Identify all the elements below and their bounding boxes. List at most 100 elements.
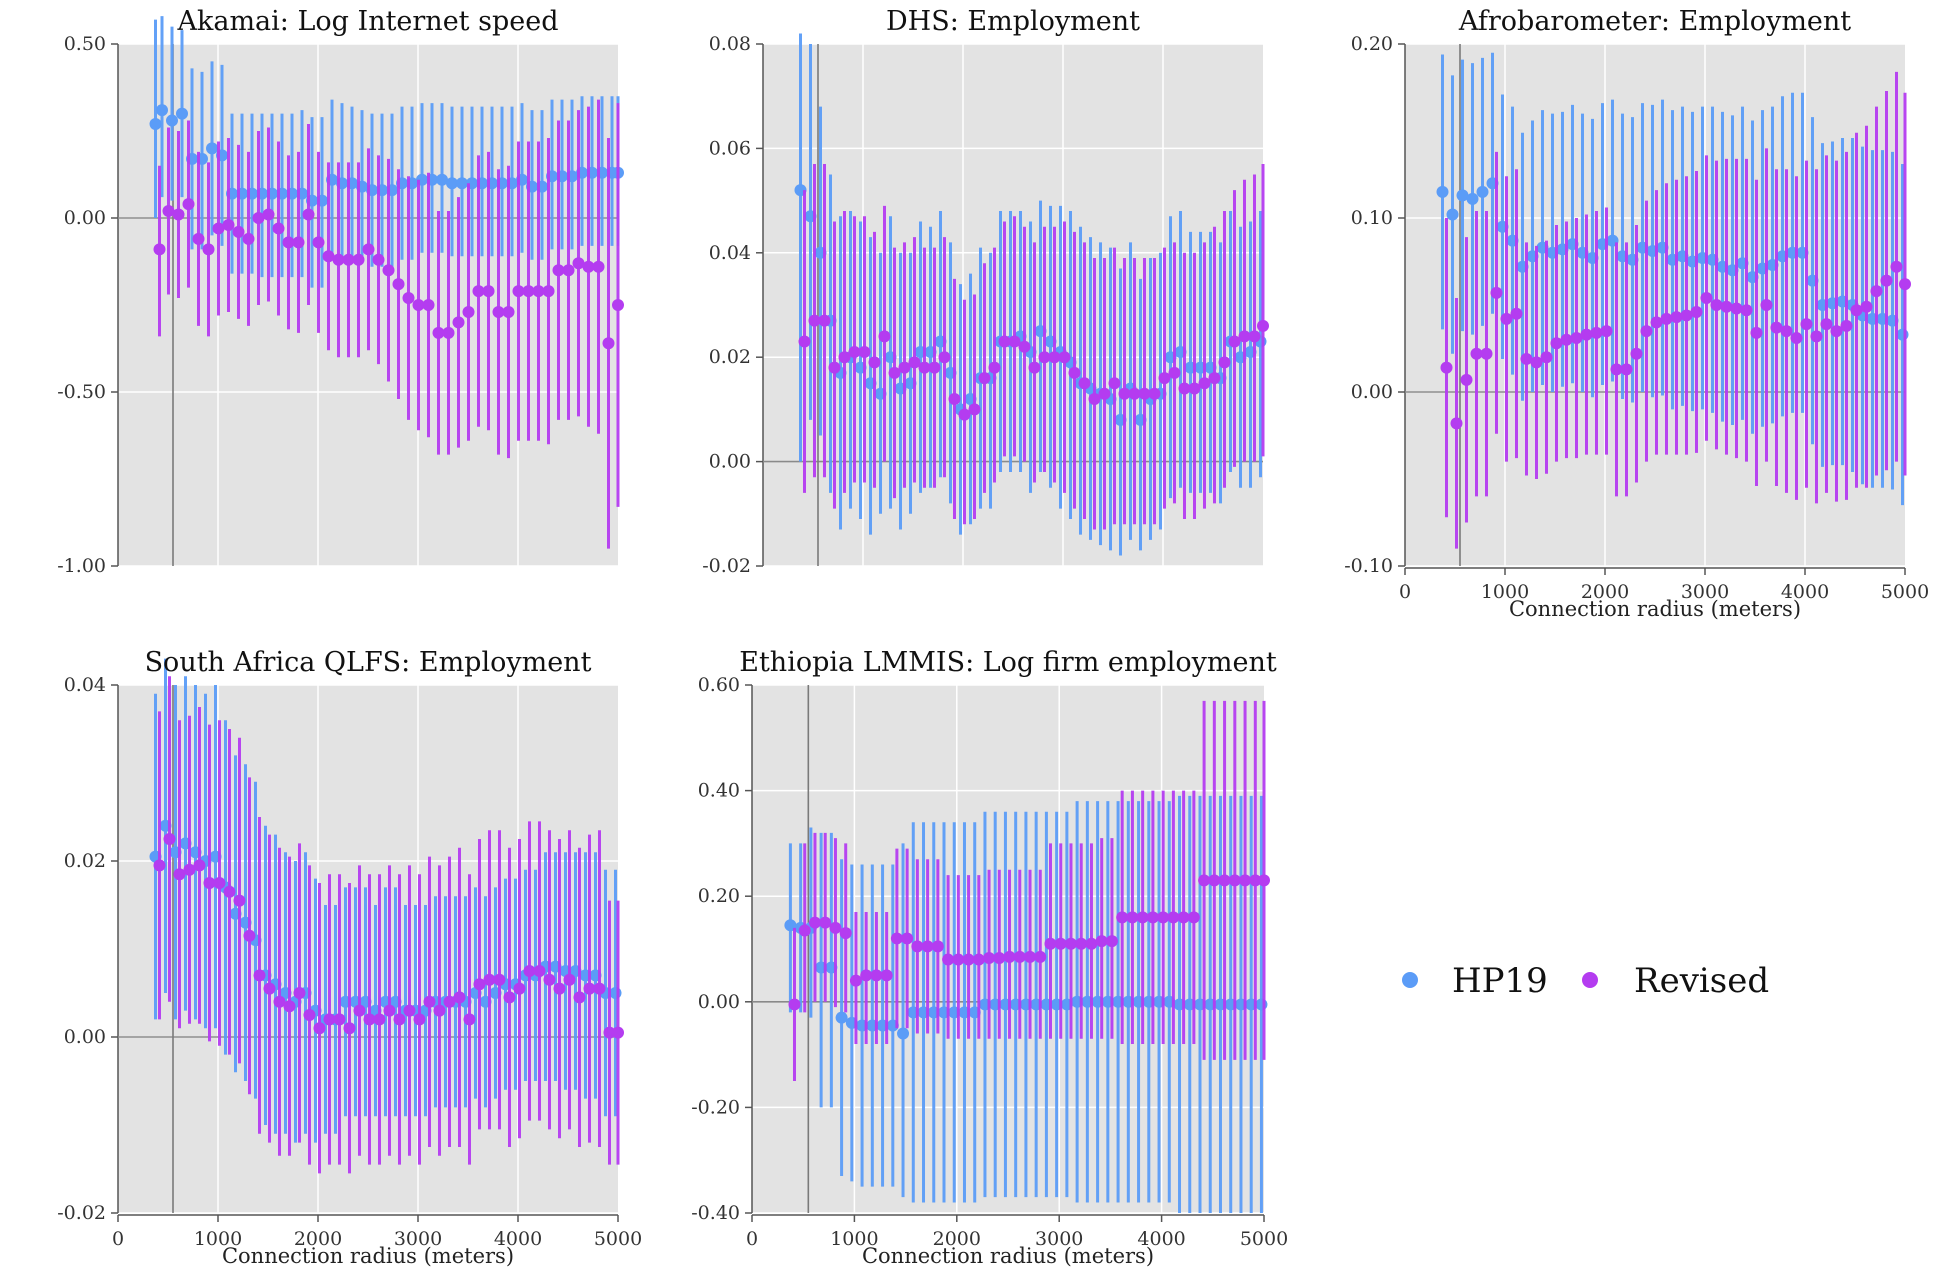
data-point <box>1780 325 1793 338</box>
data-point <box>1670 311 1683 324</box>
data-point <box>1630 347 1643 360</box>
data-point <box>1249 874 1262 887</box>
data-point <box>1116 911 1129 924</box>
data-point <box>173 868 186 881</box>
x-tick-label: 2000 <box>933 1228 981 1250</box>
data-point <box>233 894 246 907</box>
data-point <box>422 299 435 311</box>
data-point <box>952 953 965 966</box>
data-point <box>493 973 506 986</box>
data-point <box>1740 304 1753 317</box>
data-point <box>1456 189 1469 202</box>
data-point <box>433 1004 446 1017</box>
data-point <box>582 260 595 273</box>
x-tick-label: 0 <box>112 1228 124 1250</box>
y-tick-label: -0.50 <box>57 381 106 403</box>
data-point <box>149 118 162 131</box>
data-point <box>513 982 526 995</box>
data-point <box>182 198 195 211</box>
chart-panel-3: 0.20 0.10 0.00 -0.10 Afrobarometer: Employme… <box>1344 6 1929 621</box>
data-point <box>302 208 315 221</box>
x-tick-label: 4000 <box>1137 1228 1185 1250</box>
data-point <box>552 264 565 277</box>
x-tick-label: 0 <box>746 1228 758 1250</box>
data-point <box>1018 340 1031 353</box>
data-point <box>303 1009 316 1021</box>
data-point <box>1008 335 1021 348</box>
x-tick-label: 1000 <box>830 1228 878 1250</box>
data-point <box>166 114 178 127</box>
data-point <box>798 335 811 348</box>
data-point <box>1095 935 1108 948</box>
data-point <box>442 326 455 339</box>
x-axis-label: Connection radius (meters) <box>1509 597 1801 621</box>
data-point <box>1198 377 1211 390</box>
series-revised <box>788 700 1270 1081</box>
data-point <box>808 314 821 327</box>
data-point <box>918 361 931 374</box>
data-point <box>1258 874 1270 887</box>
data-point <box>921 940 934 953</box>
data-point <box>213 877 226 889</box>
data-point <box>1880 274 1893 287</box>
y-tick-label: -0.10 <box>1344 555 1393 577</box>
data-point <box>263 982 276 995</box>
x-tick-label: 3000 <box>1681 581 1729 603</box>
data-point <box>573 991 586 1004</box>
data-point <box>333 1013 346 1026</box>
data-point <box>1168 366 1181 379</box>
data-point <box>878 330 891 343</box>
data-point <box>1570 332 1583 345</box>
legend-marker-revised <box>1582 972 1598 988</box>
data-point <box>462 305 475 318</box>
data-point <box>463 1013 476 1026</box>
data-point <box>1239 874 1252 887</box>
data-point <box>172 208 185 221</box>
y-tick-label: 0.02 <box>64 850 106 872</box>
chart-title: Afrobarometer: Employment <box>1458 6 1851 37</box>
x-tick-label: 4000 <box>1781 581 1829 603</box>
data-point <box>423 995 436 1008</box>
data-point <box>962 953 975 966</box>
y-tick-label: 0.10 <box>1351 207 1393 229</box>
data-point <box>1500 312 1513 325</box>
data-point <box>908 356 921 369</box>
data-point <box>612 1026 624 1039</box>
data-point <box>512 285 525 298</box>
data-point <box>1126 911 1139 924</box>
data-point <box>1466 192 1479 205</box>
data-point <box>162 205 175 218</box>
data-point <box>1068 366 1081 379</box>
data-point <box>838 351 851 364</box>
data-point <box>492 305 505 318</box>
data-point <box>1450 417 1463 430</box>
data-point <box>283 1000 296 1013</box>
data-point <box>993 951 1006 964</box>
data-point <box>412 299 425 311</box>
data-point <box>1257 319 1269 332</box>
data-point <box>1820 318 1833 331</box>
x-tick-label: 3000 <box>394 1228 442 1250</box>
y-tick-label: 0.00 <box>1351 381 1393 403</box>
series-revised <box>153 676 624 1174</box>
data-point <box>1710 299 1723 311</box>
data-point <box>898 361 911 374</box>
data-point <box>1580 328 1593 341</box>
data-point <box>931 940 944 953</box>
y-tick-label: 0.00 <box>64 1026 106 1048</box>
chart-panel-2: 0.08 0.06 0.04 0.02 0.00 -0.02 DHS: Employment <box>702 6 1269 577</box>
y-tick-label: 0.00 <box>64 207 106 229</box>
data-point <box>1064 937 1077 950</box>
data-point <box>948 392 961 405</box>
data-point <box>156 104 168 117</box>
data-point <box>382 264 395 277</box>
data-point <box>503 991 516 1004</box>
data-point <box>1680 309 1693 322</box>
data-point <box>453 991 466 1004</box>
data-point <box>372 253 385 266</box>
x-tick-label: 2000 <box>1581 581 1629 603</box>
data-point <box>1098 387 1111 400</box>
data-point <box>1034 950 1047 963</box>
data-point <box>839 927 852 940</box>
data-point <box>1870 285 1883 298</box>
